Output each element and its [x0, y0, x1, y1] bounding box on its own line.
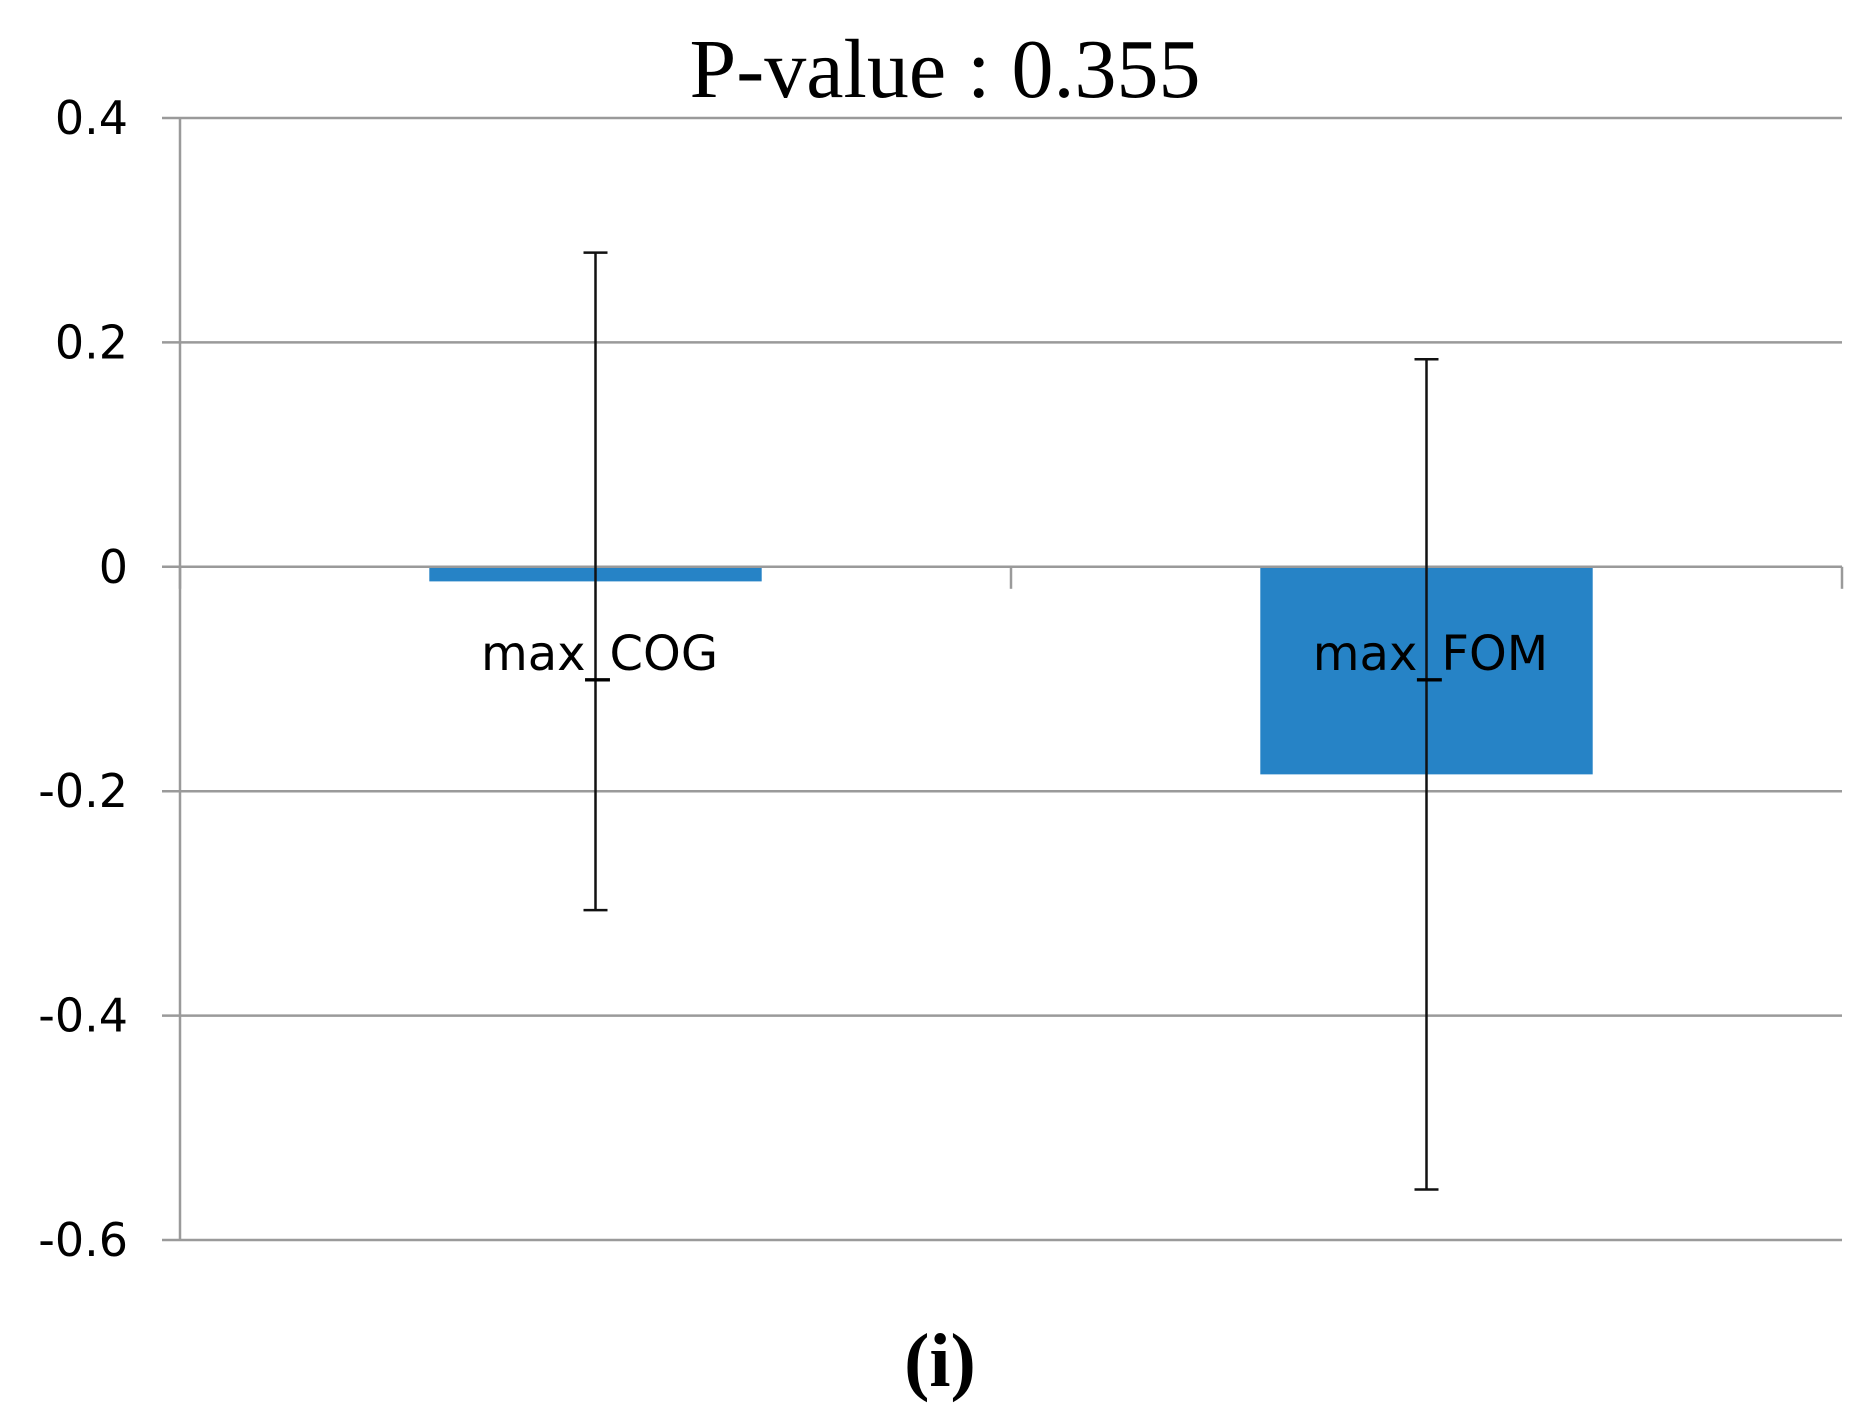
error-bars [583, 251, 1439, 1191]
grid-lines [162, 116, 1842, 1242]
y-tick-label: -0.4 [38, 989, 128, 1043]
y-tick-label: -0.2 [38, 764, 128, 818]
chart-title: P-value : 0.355 [690, 23, 1201, 116]
y-axis-tick-labels: 0.4 0.2 0 -0.2 -0.4 -0.6 [38, 91, 128, 1267]
y-tick-label: -0.6 [38, 1213, 128, 1267]
category-label-max-fom: max_FOM [1313, 626, 1548, 682]
y-tick-label: 0.4 [55, 91, 128, 145]
category-label-max-cog: max_COG [481, 626, 718, 682]
zero-axis [178, 565, 1844, 589]
panel-label: (i) [904, 1319, 976, 1403]
y-tick-label: 0 [99, 540, 128, 594]
category-labels: max_COG max_FOM [481, 626, 1548, 682]
y-tick-label: 0.2 [55, 315, 128, 369]
